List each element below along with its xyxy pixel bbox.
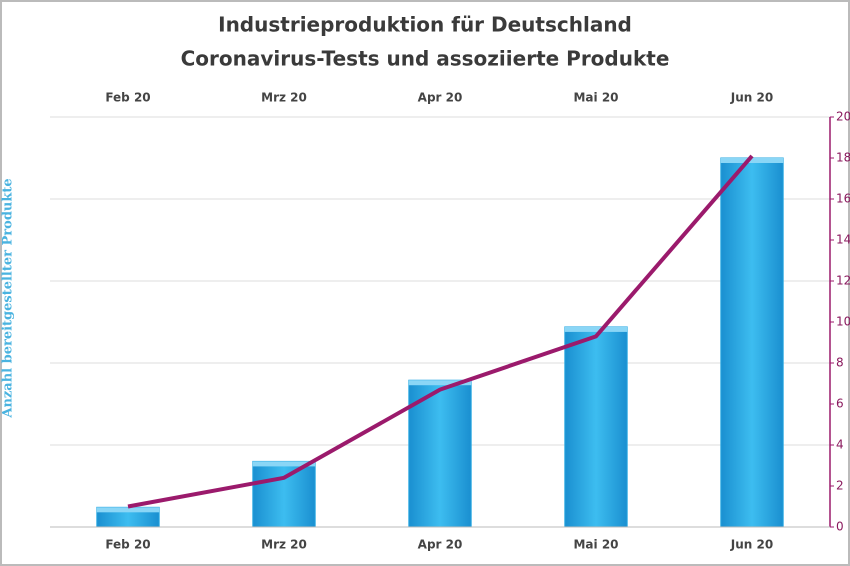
y2-tick-label: 20 — [836, 110, 850, 124]
x-tick-label-top: Mrz 20 — [261, 91, 307, 105]
bar — [252, 460, 316, 528]
y2-tick-label: 16 — [836, 192, 850, 206]
y2-tick-label: 18 — [836, 151, 850, 165]
bar-cap — [96, 507, 160, 513]
y2-tick-label: 4 — [836, 438, 844, 452]
x-tick-label-top: Jun 20 — [730, 91, 773, 105]
y2-tick-label: 10 — [836, 315, 850, 329]
bar-cap — [720, 158, 784, 163]
y2-tick-label: 12 — [836, 274, 850, 288]
bar-cap — [564, 326, 628, 332]
y2-tick-label: 2 — [836, 479, 844, 493]
chart-title: Industrieproduktion für Deutschland — [218, 13, 632, 37]
x-tick-label-top: Apr 20 — [418, 91, 463, 105]
x-tick-label-top: Mai 20 — [573, 91, 618, 105]
bar — [720, 157, 784, 528]
x-tick-label: Apr 20 — [418, 538, 463, 552]
bar — [564, 326, 628, 528]
y2-tick-label: 0 — [836, 520, 844, 534]
bar-cap — [408, 380, 472, 386]
bar — [408, 379, 472, 528]
y2-tick-label: 14 — [836, 233, 850, 247]
x-tick-label: Jun 20 — [730, 538, 773, 552]
chart-subtitle: Coronavirus-Tests und assoziierte Produk… — [181, 47, 670, 71]
x-tick-label: Mrz 20 — [261, 538, 307, 552]
x-tick-label: Mai 20 — [573, 538, 618, 552]
y2-tick-label: 6 — [836, 397, 844, 411]
x-tick-label: Feb 20 — [105, 538, 150, 552]
bar-cap — [252, 461, 316, 467]
line — [127, 154, 754, 509]
x-tick-label-top: Feb 20 — [105, 91, 150, 105]
y2-tick-label: 8 — [836, 356, 844, 370]
y-axis-label: Anzahl bereitgestellter Produkte — [1, 178, 16, 418]
